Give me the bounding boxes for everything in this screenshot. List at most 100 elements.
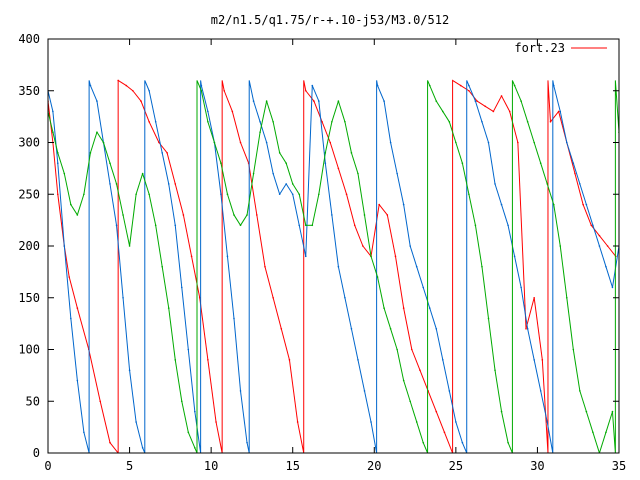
series-line-segment [461, 80, 470, 453]
series-line-segment [364, 214, 372, 257]
series-line-segment [386, 214, 396, 257]
series-line-segment [553, 204, 561, 247]
series-line-segment [582, 204, 592, 226]
series-line-segment [383, 101, 392, 143]
series-line-segment [76, 307, 90, 350]
series-line-segment [148, 90, 157, 122]
series-line-segment [52, 142, 59, 195]
series-line-segment [455, 142, 463, 164]
series-line-segment [566, 297, 574, 350]
y-tick-label: 400 [18, 32, 40, 46]
series-line-segment [161, 266, 170, 309]
series-line-segment [76, 194, 85, 216]
series-line-segment [292, 194, 300, 226]
series-line-segment [142, 173, 150, 195]
series-line-segment [187, 432, 196, 449]
series-line-segment [448, 390, 457, 423]
series-line-segment [357, 359, 365, 392]
series-line-segment [122, 214, 131, 247]
series-line-segment [541, 80, 551, 453]
series-line-segment [89, 131, 98, 154]
series-line-segment [411, 349, 421, 371]
series-line-segment [533, 142, 542, 164]
series-line-segment [337, 266, 346, 298]
series-line-segment [226, 194, 235, 216]
series-line-segment [427, 390, 437, 412]
series-line-segment [109, 163, 117, 185]
y-tick-label: 50 [26, 394, 40, 408]
series-line-segment [370, 256, 379, 278]
series-line-segment [442, 111, 450, 123]
series-line-segment [76, 380, 85, 433]
series-line-segment [213, 142, 222, 164]
series-line-segment [585, 204, 594, 226]
series-line-segment [592, 225, 600, 247]
series-line-segment [181, 287, 189, 350]
series-line-segment [48, 111, 54, 133]
series-line-segment [553, 85, 561, 112]
series-line-segment [191, 256, 201, 298]
series-line-segment [474, 225, 483, 267]
series-line-segment [70, 318, 78, 381]
series-line-segment [422, 80, 431, 453]
series-line-segment [362, 245, 372, 257]
series-line-segment [297, 80, 307, 453]
series-line-segment [305, 85, 313, 257]
series-line-segment [117, 79, 127, 86]
series-line-segment [329, 142, 339, 169]
series-line-segment [422, 287, 431, 309]
x-tick-label: 10 [204, 459, 218, 473]
series-line-segment [207, 111, 215, 143]
series-line-segment [370, 204, 380, 257]
y-tick-label: 300 [18, 136, 40, 150]
x-tick-label: 30 [530, 459, 544, 473]
series-line-segment [337, 168, 348, 195]
series-line-segment [264, 266, 274, 298]
series-line-segment [246, 80, 255, 453]
series-line-segment [324, 121, 333, 153]
plot-frame [47, 38, 620, 454]
series-line-segment [492, 95, 502, 112]
series-line-segment [142, 80, 150, 453]
series-line-segment [116, 225, 124, 298]
series-line-segment [272, 121, 281, 153]
series-line-segment [435, 411, 445, 433]
series-line-segment [280, 328, 290, 360]
series-line-segment [215, 80, 225, 453]
legend-label: fort.23 [514, 41, 565, 55]
plot-area: 0 5 10 15 20 25 30 35 0 50 100 150 200 250 300 350 400 [18, 32, 626, 473]
series-line-segment [598, 432, 607, 453]
series-line-segment [599, 235, 608, 247]
series-line-segment [174, 183, 184, 216]
series-line-segment [259, 121, 268, 143]
series-line-segment [223, 90, 233, 112]
y-tick-label: 150 [18, 291, 40, 305]
series-line-segment [605, 411, 613, 433]
series-line-segment [96, 131, 104, 143]
series-line-segment [559, 111, 568, 143]
series-line-segment [344, 121, 352, 153]
series-line-segment [248, 163, 258, 216]
series-line-segment [116, 183, 124, 216]
series-line-segment [279, 152, 287, 164]
series-line-segment [383, 307, 392, 329]
series-line-segment [455, 421, 463, 443]
series-line-segment [135, 421, 144, 448]
y-tick-label: 350 [18, 84, 40, 98]
series-line-segment [288, 359, 299, 423]
series-line-segment [474, 100, 483, 122]
series-line-segment [83, 152, 91, 195]
series-line-segment [57, 152, 65, 174]
series-line-segment [507, 80, 516, 453]
series-line-segment [220, 194, 228, 257]
series-line-segment [305, 90, 315, 102]
series-line-segment [155, 225, 163, 267]
series-line-segment [155, 121, 163, 153]
series-line-segment [443, 432, 454, 453]
x-tick-label: 35 [612, 459, 626, 473]
legend: fort.23 [514, 41, 607, 55]
series-line-segment [246, 173, 255, 216]
series-line-segment [501, 411, 509, 443]
series-line-segment [292, 183, 300, 195]
series-line-segment [125, 85, 134, 92]
